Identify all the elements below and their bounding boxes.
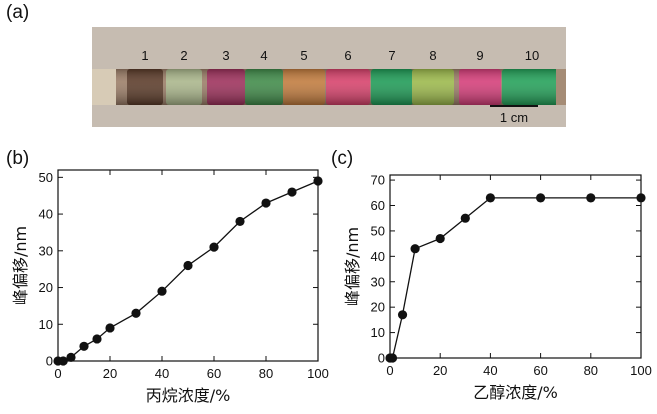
x-tick-label: 20 bbox=[103, 366, 117, 381]
x-tick-label: 80 bbox=[584, 363, 598, 378]
data-point bbox=[58, 356, 68, 366]
data-point bbox=[66, 352, 76, 362]
plot-frame bbox=[57, 169, 319, 362]
data-point bbox=[209, 242, 219, 252]
data-point bbox=[287, 187, 297, 197]
segment-label-4: 4 bbox=[260, 48, 267, 63]
data-point bbox=[105, 323, 115, 333]
data-point bbox=[410, 244, 420, 254]
segment-label-8: 8 bbox=[429, 48, 436, 63]
data-point bbox=[397, 310, 408, 320]
data-point bbox=[485, 193, 495, 203]
panel-a-label: (a) bbox=[6, 2, 30, 23]
y-tick-label: 10 bbox=[39, 317, 53, 332]
y-tick-label: 0 bbox=[378, 351, 385, 366]
y-tick-label: 30 bbox=[39, 243, 53, 258]
x-tick-label: 0 bbox=[386, 363, 393, 378]
y-tick-label: 10 bbox=[371, 325, 385, 340]
y-tick-label: 50 bbox=[39, 170, 53, 185]
y-tick-label: 40 bbox=[371, 249, 385, 264]
data-point bbox=[387, 353, 398, 363]
x-tick-label: 20 bbox=[433, 363, 447, 378]
y-tick-label: 20 bbox=[371, 300, 385, 315]
segment-label-7: 7 bbox=[388, 48, 395, 63]
series-line bbox=[390, 197, 641, 359]
y-tick-label: 20 bbox=[39, 280, 53, 295]
x-tick-label: 100 bbox=[307, 366, 329, 381]
data-point bbox=[157, 286, 167, 296]
data-point bbox=[460, 213, 470, 223]
tube-end-right bbox=[556, 69, 566, 105]
tube-end bbox=[92, 69, 116, 105]
sample-tubes-photo: 1 2 3 4 5 6 7 8 9 10 1 cm bbox=[92, 27, 566, 127]
y-tick-label: 50 bbox=[371, 223, 385, 238]
data-point bbox=[435, 233, 445, 244]
x-tick-label: 80 bbox=[259, 366, 273, 381]
y-axis-title: 峰偏移/nm bbox=[343, 227, 362, 306]
y-tick-label: 0 bbox=[46, 354, 53, 369]
segment-label-1: 1 bbox=[141, 48, 148, 63]
x-tick-label: 60 bbox=[207, 366, 221, 381]
tube-shading bbox=[116, 69, 556, 105]
data-point bbox=[261, 198, 271, 208]
x-axis-title: 乙醇浓度/% bbox=[473, 383, 558, 402]
y-axis-title: 峰偏移/nm bbox=[11, 226, 30, 305]
x-tick-label: 0 bbox=[54, 366, 61, 381]
y-tick-label: 70 bbox=[371, 173, 385, 188]
data-point bbox=[536, 193, 546, 203]
panel-c-label: (c) bbox=[331, 148, 354, 169]
propane-shift-chart: 峰偏移/nm 丙烷浓度/% 0 20 40 60 80 100 0 10 20 30 40 50 bbox=[11, 169, 329, 405]
data-point bbox=[586, 193, 596, 203]
data-point bbox=[235, 216, 245, 227]
segment-label-3: 3 bbox=[222, 48, 229, 63]
y-tick-label: 60 bbox=[371, 198, 385, 213]
segment-label-10: 10 bbox=[525, 48, 539, 63]
segment-label-9: 9 bbox=[476, 48, 483, 63]
segment-label-2: 2 bbox=[180, 48, 187, 63]
segment-label-6: 6 bbox=[344, 48, 351, 63]
series-line bbox=[58, 180, 319, 362]
scale-bar-label: 1 cm bbox=[500, 110, 528, 125]
segment-label-5: 5 bbox=[300, 48, 307, 63]
data-point bbox=[131, 308, 141, 318]
x-tick-label: 100 bbox=[630, 363, 652, 378]
y-tick-label: 30 bbox=[371, 274, 385, 289]
y-tick-label: 40 bbox=[39, 207, 53, 222]
x-tick-label: 60 bbox=[533, 363, 547, 378]
data-point bbox=[636, 193, 646, 203]
ethanol-shift-chart: 峰偏移/nm 乙醇浓度/% 0 20 40 60 80 100 0 10 20 30 40 50 60 7… bbox=[343, 173, 652, 402]
x-tick-label: 40 bbox=[483, 363, 497, 378]
panel-b-label: (b) bbox=[6, 148, 30, 169]
data-point bbox=[183, 260, 193, 271]
data-point bbox=[92, 334, 102, 344]
data-point bbox=[79, 341, 89, 351]
x-tick-label: 40 bbox=[155, 366, 169, 381]
x-axis-title: 丙烷浓度/% bbox=[146, 386, 231, 405]
plot-frame bbox=[389, 174, 642, 359]
data-point bbox=[313, 176, 323, 186]
